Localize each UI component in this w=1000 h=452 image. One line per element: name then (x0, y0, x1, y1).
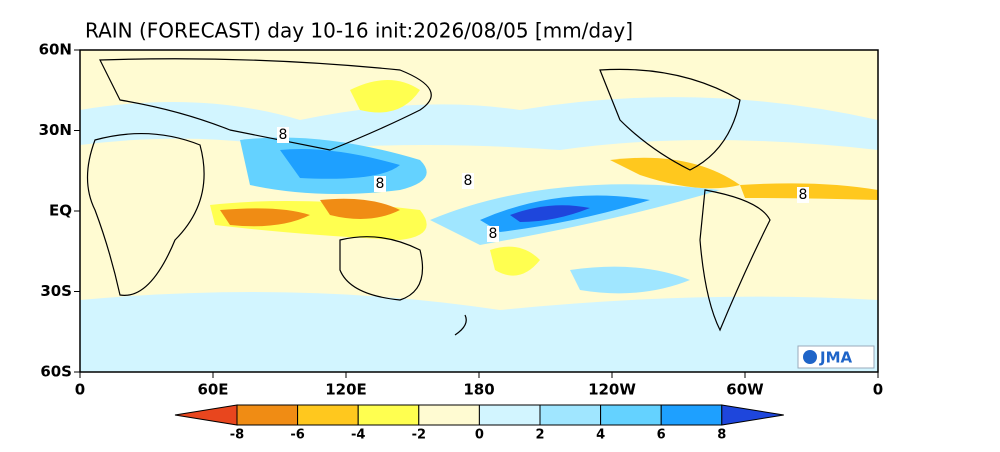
contour-label: 8 (489, 226, 498, 242)
lon-label: 120W (588, 381, 636, 399)
anomaly-area (220, 208, 310, 227)
contour-label: 8 (376, 176, 385, 192)
colorbar-end (174, 404, 238, 426)
colorbar-label: 4 (596, 428, 605, 443)
colorbar-segment (539, 404, 602, 426)
colorbar-segment (418, 404, 480, 426)
colorbar-segment (357, 404, 420, 426)
anomaly-area (350, 80, 420, 113)
lat-label: 30S (40, 282, 72, 300)
lon-label: 180 (463, 381, 494, 399)
contour-label-box (797, 187, 809, 203)
lon-label: 0 (75, 381, 85, 399)
lon-label: 60W (726, 381, 764, 399)
map-area: 8 8 8 8 8 JMA (79, 49, 879, 373)
colorbar-end (721, 404, 784, 426)
contour-label-box (487, 226, 499, 242)
colorbar-label: -4 (351, 428, 365, 443)
colorbar-label: 2 (535, 428, 544, 443)
anomaly-area (80, 292, 878, 372)
anomaly-area (610, 157, 740, 189)
anomaly-area (320, 198, 400, 219)
colorbar-label: -6 (290, 428, 304, 443)
anomaly-area (490, 246, 540, 276)
contour-label: 8 (799, 187, 808, 203)
lon-label: 120E (325, 381, 367, 399)
logo: JMA (819, 349, 853, 367)
logo-box (797, 345, 875, 369)
colorbar-segment (478, 404, 541, 426)
anomaly-area (570, 266, 690, 294)
colorbar-label: 0 (475, 428, 484, 443)
contour-label-box (277, 127, 289, 143)
colorbar-segment (297, 404, 359, 426)
colorbar-segment (600, 404, 662, 426)
contour-label-box (462, 173, 474, 189)
colorbar-label: -8 (230, 428, 244, 443)
coastlines (86, 58, 771, 336)
lat-label: 30N (39, 121, 72, 139)
title: RAIN (FORECAST) day 10-16 init:2026/08/0… (85, 19, 633, 43)
contour-label: 8 (464, 173, 473, 189)
colorbar-label: 6 (657, 428, 666, 443)
contour-label: 8 (279, 127, 288, 143)
lon-label: 0 (873, 381, 883, 399)
lat-label: 60S (40, 363, 72, 381)
anomaly-area (280, 149, 400, 179)
anomaly-area (510, 205, 590, 222)
lat-label: 60N (39, 41, 72, 59)
contour-label-box (374, 176, 386, 192)
colorbar-label: 8 (717, 428, 726, 443)
lon-label: 60E (197, 381, 228, 399)
colorbar-segment (236, 404, 299, 426)
lat-label: EQ (49, 202, 72, 220)
colorbar-label: -2 (412, 428, 426, 443)
logo-icon (803, 350, 817, 364)
colorbar-segment (660, 404, 723, 426)
contour-labels: 8 8 8 8 8 (277, 127, 809, 242)
